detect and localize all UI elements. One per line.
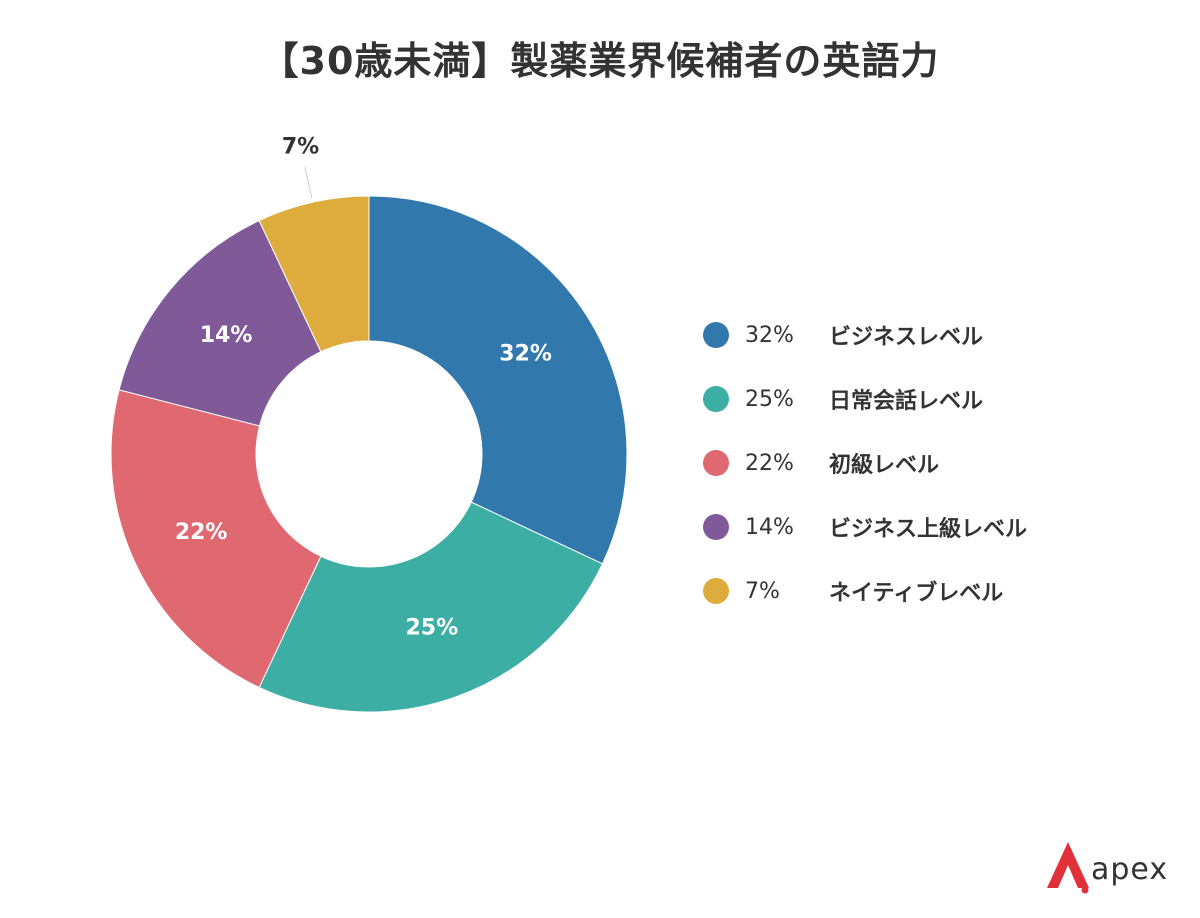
legend-swatch [703,386,729,412]
legend-item-2: 25% 日常会話レベル [703,367,1163,431]
legend-percent: 7% [745,578,780,604]
slice-label-4: 14% [200,323,253,348]
slice-label-3: 22% [175,520,228,545]
legend-label: 初級レベル [829,453,940,478]
legend-swatch [703,322,729,348]
legend-label: ビジネスレベル [829,325,984,350]
donut-slice-1 [368,195,628,565]
legend-percent: 22% [745,450,794,476]
legend-item-4: 14% ビジネス上級レベル [703,495,1163,559]
legend-percent: 25% [745,386,794,412]
legend-swatch [703,514,729,540]
legend-label: ビジネス上級レベル [829,517,1028,542]
legend-swatch [703,450,729,476]
slice-leader-line-5 [304,166,313,199]
legend-item-3: 22% 初級レベル [703,431,1163,495]
chart-title: 【30歳未満】製薬業界候補者の英語力 [260,39,940,83]
legend-percent: 32% [745,322,794,348]
donut-slice-3 [110,389,322,689]
slice-label-1: 32% [499,342,552,367]
donut-slice-5 [258,195,370,353]
apex-logo-mark-icon [1047,842,1089,894]
slice-label-2: 25% [405,616,458,641]
donut-slice-2 [258,501,604,713]
legend-percent: 14% [745,514,794,540]
donut-slice-4 [118,219,322,427]
legend-label: ネイティブレベル [829,581,1004,606]
legend-label: 日常会話レベル [829,389,984,414]
chart-legend: 32% ビジネスレベル 25% 日常会話レベル 22% 初級レベル 14% ビジネス上級レベル… [703,303,1163,623]
logo-text: apex [1091,852,1169,887]
legend-swatch [703,578,729,604]
legend-item-5: 7% ネイティブレベル [703,559,1163,623]
slice-label-5: 7% [282,135,319,160]
legend-item-1: 32% ビジネスレベル [703,303,1163,367]
apex-logo: apex [1045,838,1175,894]
